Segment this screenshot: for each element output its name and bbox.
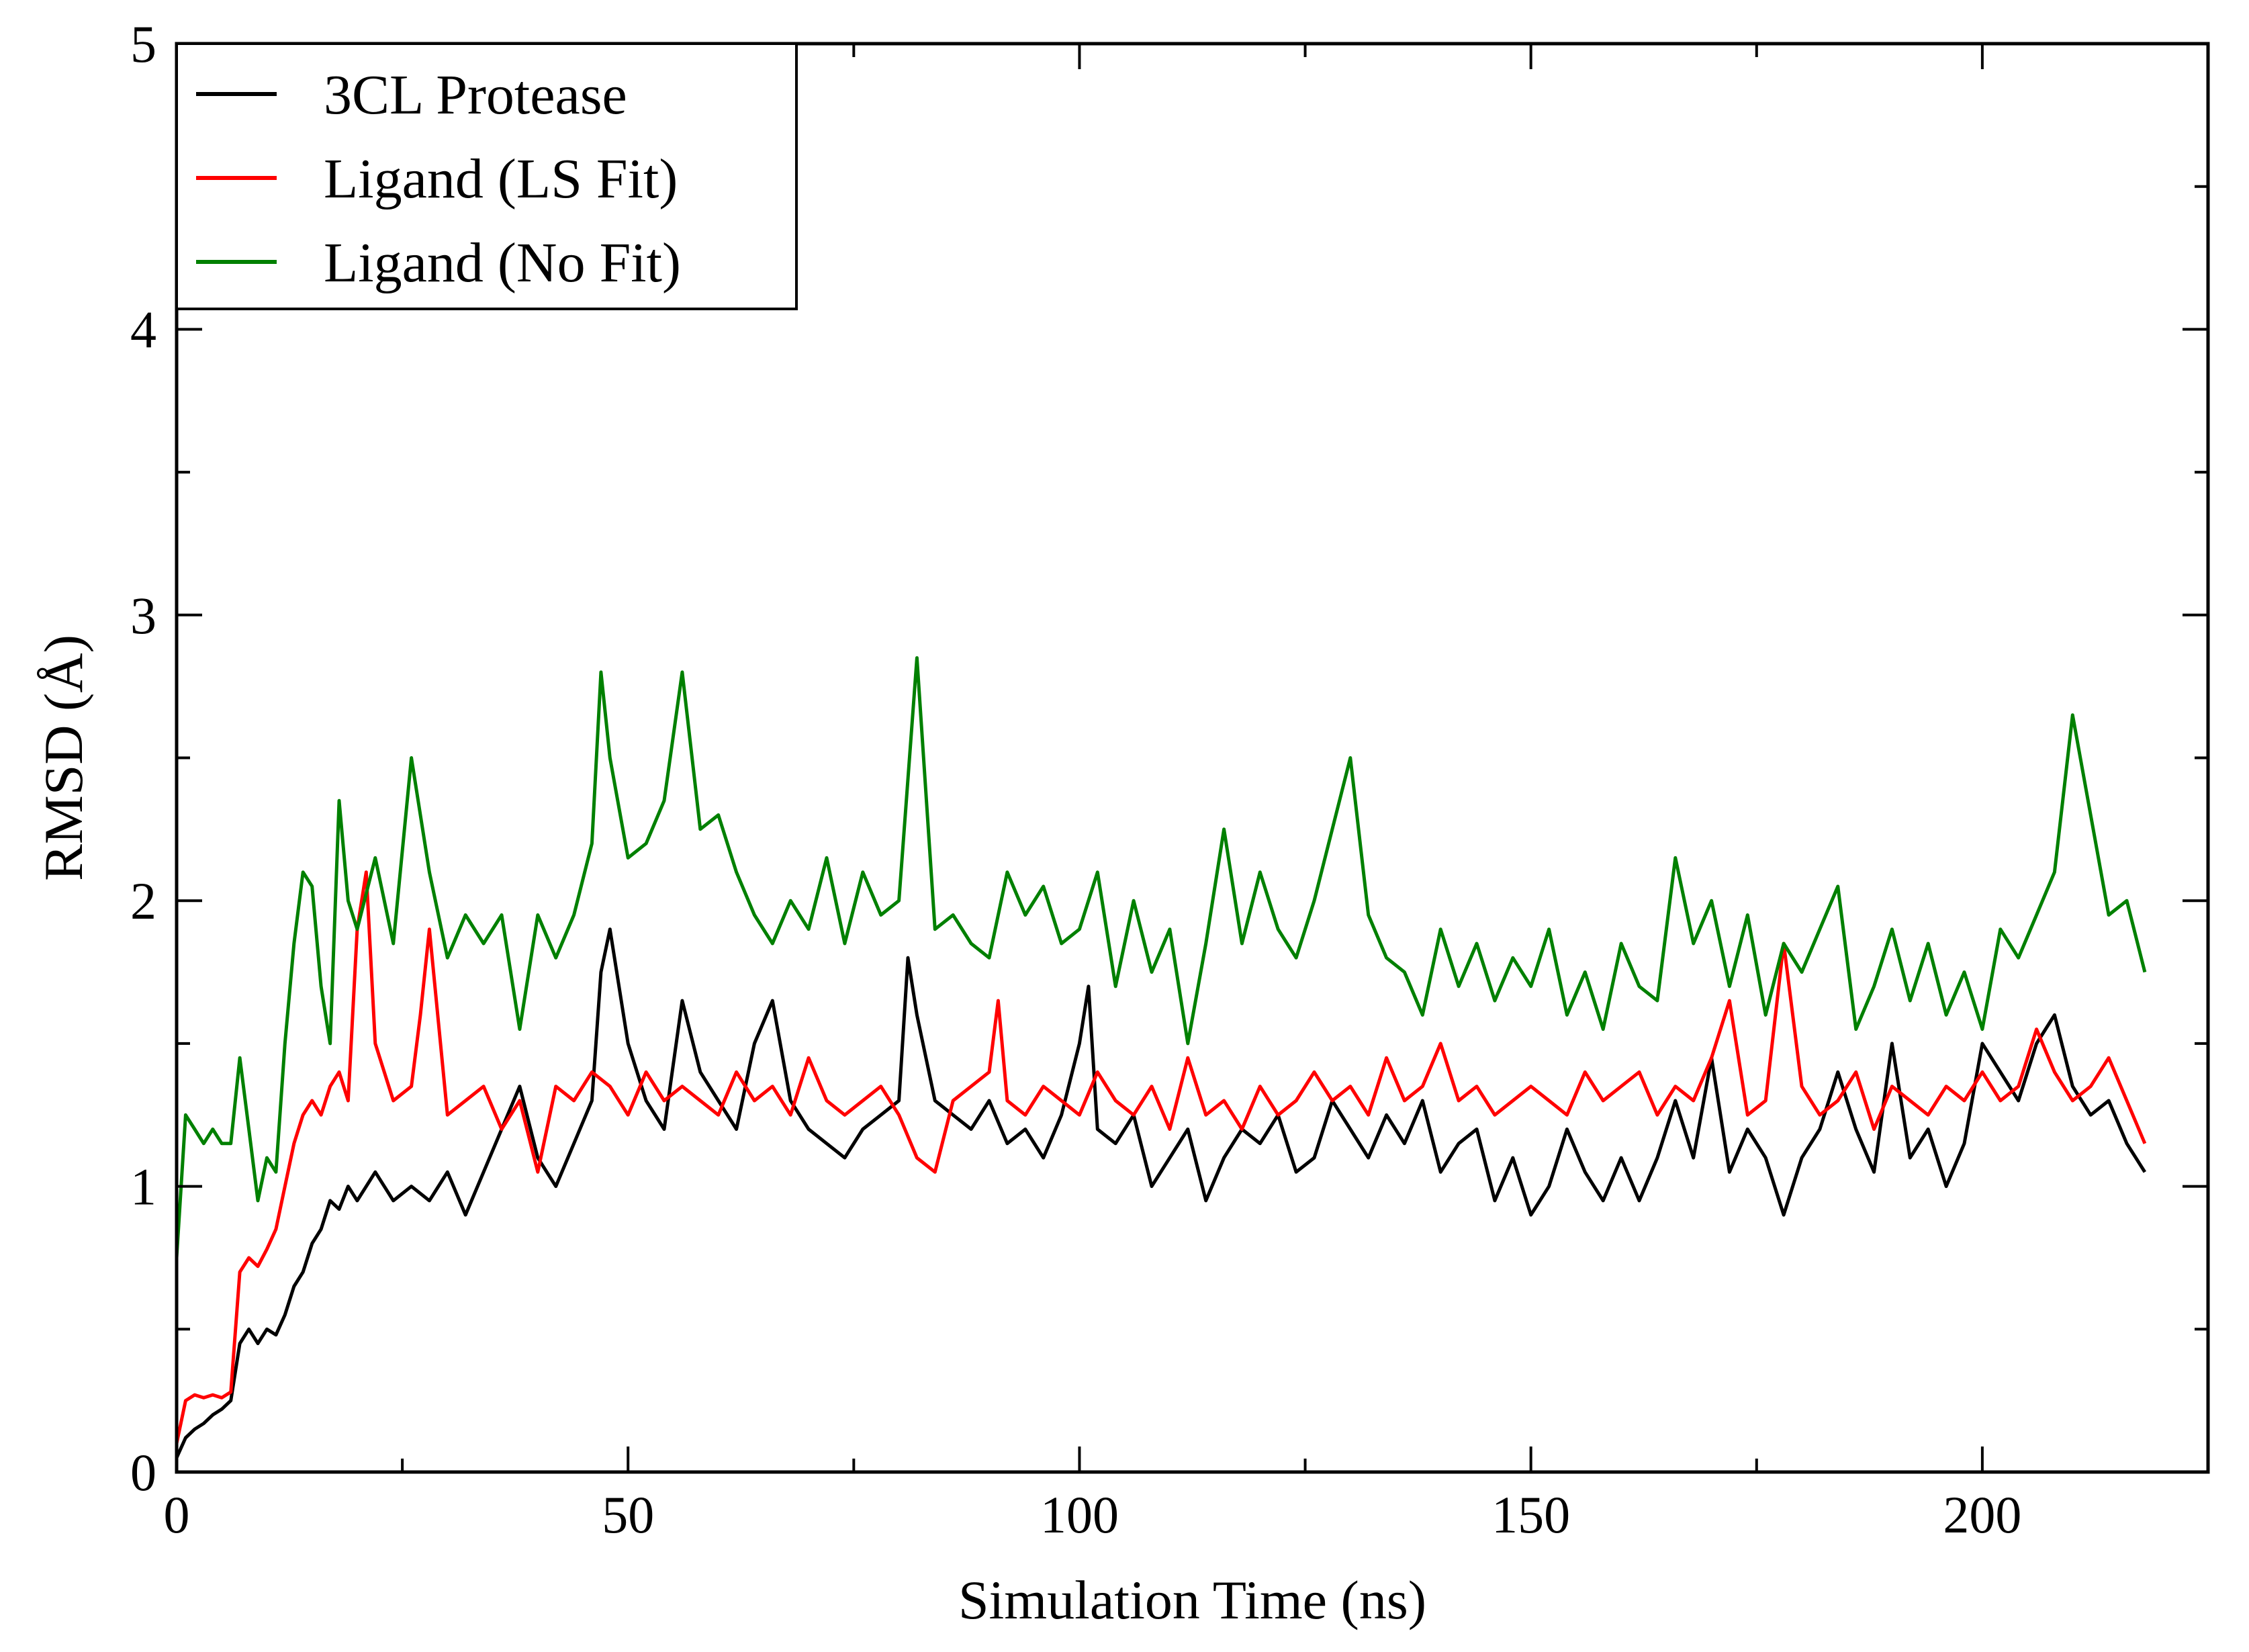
y-tick-label: 5 — [130, 15, 156, 73]
legend-label-1: 3CL Protease — [324, 64, 627, 126]
y-tick-label: 4 — [130, 300, 156, 359]
legend-label-3: Ligand (No Fit) — [324, 232, 681, 294]
x-tick-label: 100 — [1040, 1485, 1119, 1544]
y-tick-label: 3 — [130, 586, 156, 645]
x-axis-title: Simulation Time (ns) — [958, 1569, 1426, 1631]
legend: 3CL Protease Ligand (LS Fit) Ligand (No Fi… — [175, 42, 798, 310]
x-tick-label: 0 — [164, 1485, 190, 1544]
y-tick-label: 1 — [130, 1158, 156, 1216]
legend-entries: 3CL Protease Ligand (LS Fit) Ligand (No Fi… — [196, 64, 681, 294]
legend-box — [175, 42, 798, 310]
series-line-2 — [175, 870, 2147, 1444]
y-tick-label: 0 — [130, 1443, 156, 1502]
ticks-layer: 0 50 100 150 200 0 1 2 3 4 5 — [130, 15, 2209, 1544]
x-tick-label: 50 — [602, 1485, 654, 1544]
legend-label-2: Ligand (LS Fit) — [324, 148, 678, 210]
x-tick-label: 150 — [1491, 1485, 1570, 1544]
y-axis-title: RMSD (Å) — [33, 635, 94, 881]
series-line-3 — [175, 656, 2147, 1258]
series-layer — [175, 656, 2147, 1459]
series-line-1 — [175, 927, 2147, 1459]
y-tick-label: 2 — [130, 872, 156, 930]
x-tick-label: 200 — [1943, 1485, 2021, 1544]
